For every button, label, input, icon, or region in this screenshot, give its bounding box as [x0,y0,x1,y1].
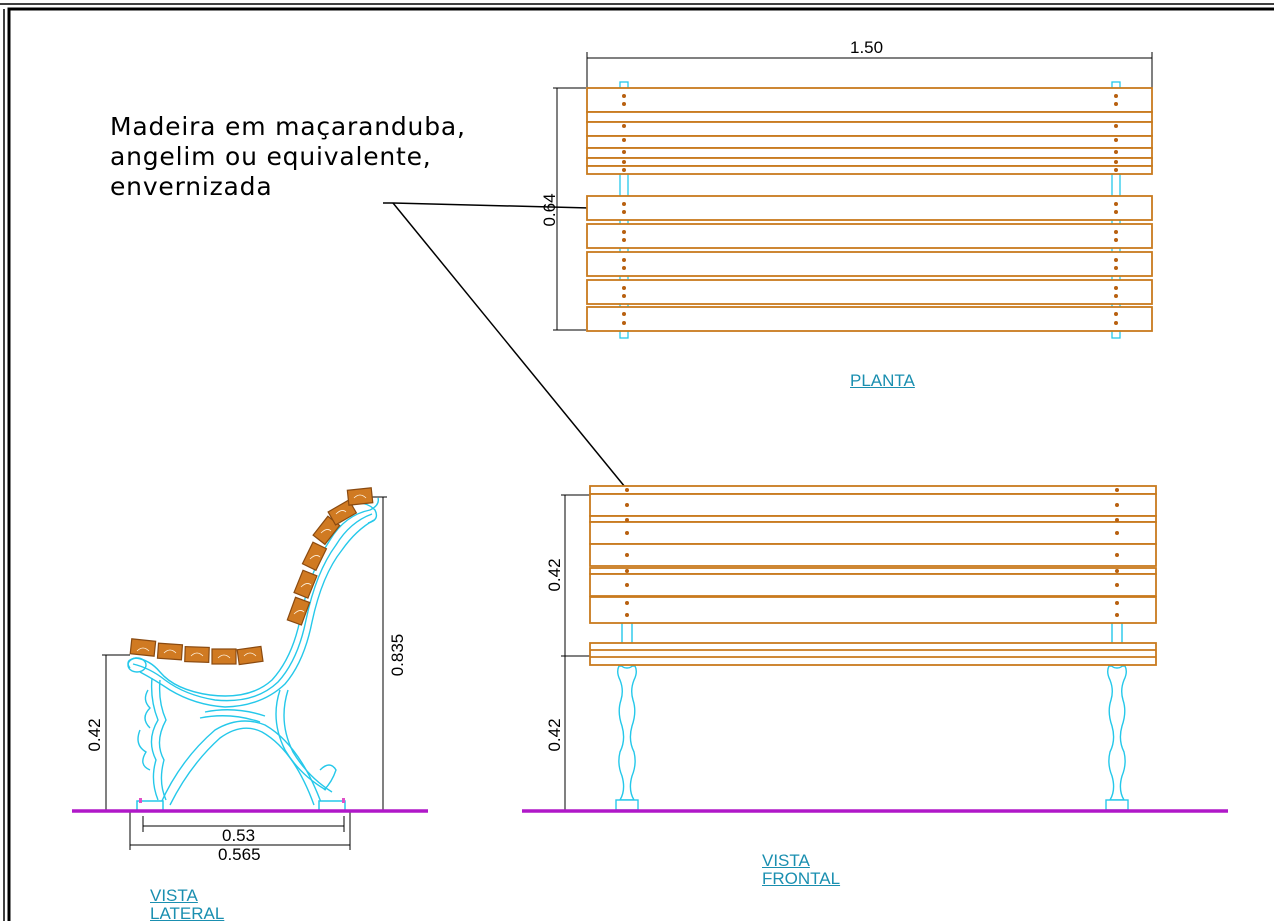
lateral-view [72,487,428,850]
frontal-title-line-1: VISTA [762,851,810,870]
plan-seat-slats [586,195,1153,332]
frontal-view [522,485,1228,813]
frontal-seat-slat [589,642,1157,666]
lateral-leg-spacing-label: 0.53 [222,826,256,845]
lateral-slat-grain [136,494,367,659]
frontal-title: VISTA FRONTAL [762,852,840,888]
plan-view [553,52,1153,339]
frontal-screws [625,488,1119,617]
frontal-back-height-label: 0.42 [545,558,564,592]
lateral-feet-marks [139,798,345,803]
lateral-title: VISTA LATERAL [150,887,224,923]
material-note: Madeira em maçaranduba, angelim ou equiva… [110,112,466,202]
plan-title: PLANTA [850,371,915,390]
frontal-title-line-2: FRONTAL [762,869,841,888]
lateral-title-line-2: LATERAL [150,904,225,923]
plan-width-label: 1.50 [850,38,884,57]
lateral-total-depth-label: 0.565 [218,845,261,864]
material-note-line-3: envernizada [110,172,273,201]
lateral-slats [129,487,374,666]
plan-screws [622,94,1118,325]
plan-back-slats [586,87,1153,175]
material-note-line-2: angelim ou equivalente, [110,142,432,171]
lateral-total-height-label: 0.835 [388,633,407,677]
plan-depth-dimension [553,87,586,331]
lateral-dimensions [102,496,387,850]
frontal-seat-height-label: 0.42 [545,718,564,752]
material-note-line-1: Madeira em maçaranduba, [110,112,466,141]
sheet-border [7,7,1274,921]
frontal-legs [615,619,1129,811]
plan-depth-label: 0.64 [540,193,559,227]
lateral-title-line-1: VISTA [150,886,198,905]
frontal-back-slats [589,485,1157,624]
lateral-seat-height-label: 0.42 [85,718,104,752]
plan-width-dimension [586,52,1153,88]
